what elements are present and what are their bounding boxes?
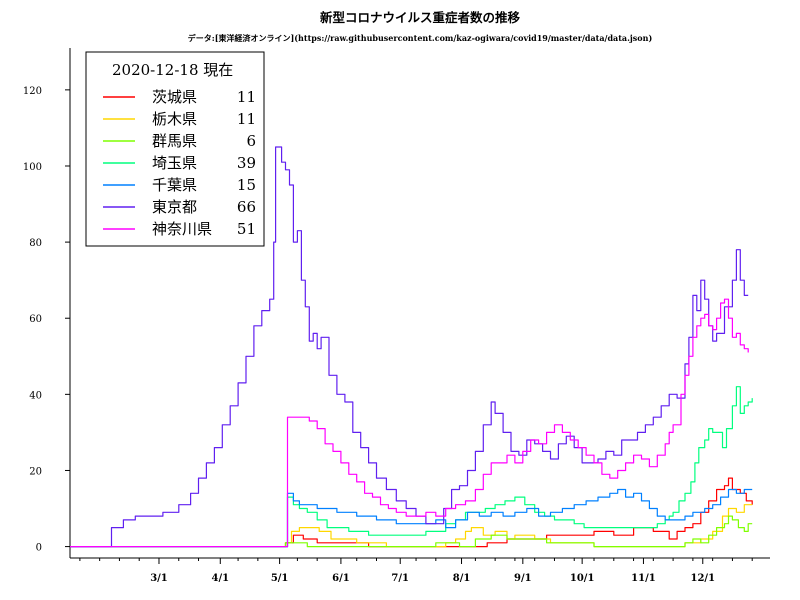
series-line-1	[70, 504, 753, 548]
series-line-2	[70, 515, 753, 548]
x-tick-label: 12/1	[691, 573, 716, 584]
series-line-3	[70, 386, 753, 548]
legend-box	[85, 51, 265, 247]
y-tick-label: 40	[29, 390, 42, 401]
chart-subtitle: データ:[東洋経済オンライン](https://raw.githubuserco…	[188, 33, 653, 43]
x-tick-label: 10/1	[570, 573, 595, 584]
legend-value-5: 66	[237, 198, 256, 216]
legend-name-3: 埼玉県	[152, 154, 197, 172]
x-tick-label: 8/1	[453, 573, 471, 584]
legend-name-5: 東京都	[152, 198, 197, 216]
legend: 2020-12-18 現在 茨城県 11 栃木県 11 群馬県 6 埼玉県 39 千葉県 15 東京…	[85, 51, 265, 247]
x-tick-label: 7/1	[391, 573, 409, 584]
legend-value-3: 39	[237, 154, 256, 172]
plot-area: 0 20 40 60 80 100 120 3/1 4/1 5/1 6/1 7/1 8/1 9/1 10/…	[23, 48, 770, 584]
legend-value-0: 11	[237, 88, 256, 106]
chart-title: 新型コロナウイルス重症者数の推移	[320, 10, 521, 25]
x-tick-label: 3/1	[150, 573, 168, 584]
legend-value-6: 51	[237, 220, 256, 238]
x-tick-label: 5/1	[271, 573, 289, 584]
x-tick-label: 4/1	[211, 573, 229, 584]
series-lines	[70, 146, 753, 548]
y-tick-label: 100	[23, 162, 42, 173]
series-line-6	[70, 298, 749, 548]
y-tick-label: 0	[36, 543, 42, 554]
legend-name-6: 神奈川県	[152, 220, 212, 238]
legend-value-4: 15	[237, 176, 256, 194]
legend-name-1: 栃木県	[152, 110, 197, 128]
y-tick-label: 20	[29, 466, 42, 477]
y-tick-label: 120	[23, 86, 42, 97]
x-tick-label: 9/1	[514, 573, 532, 584]
legend-name-0: 茨城県	[152, 88, 197, 106]
y-axis-ticks: 0 20 40 60 80 100 120	[23, 86, 70, 554]
legend-name-2: 群馬県	[152, 132, 197, 150]
x-tick-label: 6/1	[332, 573, 350, 584]
legend-title: 2020-12-18 現在	[112, 61, 233, 79]
x-tick-label: 11/1	[631, 573, 656, 584]
series-line-4	[70, 488, 753, 548]
legend-value-2: 6	[246, 132, 256, 150]
y-tick-label: 60	[29, 314, 42, 325]
y-tick-label: 80	[29, 238, 42, 249]
legend-value-1: 11	[237, 110, 256, 128]
legend-name-4: 千葉県	[152, 176, 197, 194]
legend-entries: 茨城県 11 栃木県 11 群馬県 6 埼玉県 39 千葉県 15 東京都 66 神奈川県 51	[103, 88, 256, 238]
x-axis-ticks: 3/1 4/1 5/1 6/1 7/1 8/1 9/1 10/1 11/1 12/1	[79, 558, 753, 584]
